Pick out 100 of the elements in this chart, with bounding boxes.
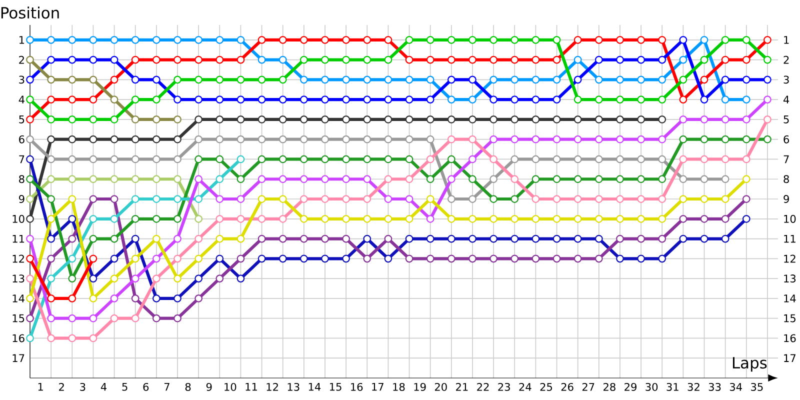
point [174, 234, 182, 243]
point [405, 234, 414, 243]
point [700, 135, 708, 144]
point [700, 116, 708, 124]
point [258, 36, 266, 44]
point [174, 96, 182, 104]
point [26, 274, 34, 282]
x-tick-label: 9 [206, 382, 212, 391]
point [426, 76, 434, 84]
point [468, 116, 476, 124]
point [679, 36, 688, 44]
point [152, 175, 160, 184]
x-tick-label: 34 [730, 382, 742, 391]
point [258, 155, 266, 164]
x-tick-label: 11 [246, 382, 257, 391]
point [363, 175, 372, 184]
point [216, 36, 224, 44]
point [574, 254, 582, 263]
point [532, 175, 540, 184]
point [68, 135, 76, 144]
point [490, 234, 498, 243]
point [174, 116, 182, 124]
point [47, 96, 56, 104]
point [321, 56, 329, 64]
point [426, 96, 434, 104]
point [468, 155, 476, 164]
point [468, 56, 476, 64]
point [574, 36, 582, 44]
x-tick-label: 29 [624, 382, 636, 391]
y2-tick-label: 11 [784, 234, 796, 243]
point [552, 56, 561, 64]
point [216, 234, 224, 243]
point [194, 214, 203, 223]
x-tick-label: 15 [330, 382, 342, 391]
point [258, 96, 266, 104]
point [68, 234, 76, 243]
point [616, 234, 624, 243]
point [574, 96, 582, 104]
point [721, 116, 730, 124]
point [68, 96, 76, 104]
point [510, 175, 519, 184]
point [574, 195, 582, 203]
point [510, 195, 519, 203]
point [637, 135, 645, 144]
point [278, 116, 287, 124]
point [300, 76, 308, 84]
point [300, 234, 308, 243]
point [68, 314, 76, 322]
y-tick-label: 6 [19, 135, 24, 144]
point [594, 195, 603, 203]
point [616, 116, 624, 124]
point [574, 56, 582, 64]
point [110, 135, 118, 144]
point [552, 254, 561, 263]
point [110, 96, 118, 104]
point [532, 254, 540, 263]
point [89, 314, 98, 322]
point [26, 254, 34, 263]
y2-tick-label: 7 [784, 155, 789, 164]
x-tick-label: 1 [38, 382, 43, 391]
point [426, 175, 434, 184]
point [194, 175, 203, 184]
x-tick-label: 26 [561, 382, 574, 391]
point [384, 175, 392, 184]
point [637, 234, 645, 243]
point [258, 175, 266, 184]
point [363, 76, 372, 84]
point [616, 175, 624, 184]
point [616, 155, 624, 164]
point [131, 175, 140, 184]
x-tick-label: 20 [434, 382, 447, 391]
point [236, 135, 245, 144]
point [47, 314, 56, 322]
point [194, 76, 203, 84]
point [342, 214, 350, 223]
point [110, 195, 118, 203]
point [510, 116, 519, 124]
point [468, 135, 476, 144]
point [174, 36, 182, 44]
x-tick-label: 35 [751, 382, 763, 391]
point [426, 254, 434, 263]
point [236, 274, 245, 282]
point [532, 36, 540, 44]
point [194, 274, 203, 282]
point [194, 155, 203, 164]
point [152, 76, 160, 84]
point [26, 214, 34, 223]
point [637, 155, 645, 164]
point [510, 155, 519, 164]
point [194, 234, 203, 243]
point [468, 96, 476, 104]
point [258, 214, 266, 223]
point [447, 214, 456, 223]
y2-tick-label: 6 [784, 135, 790, 144]
x-tick-label: 22 [477, 382, 489, 391]
point [278, 234, 287, 243]
x-tick-label: 16 [351, 382, 363, 391]
point [26, 135, 34, 144]
point [552, 195, 561, 203]
y2-tick-label: 10 [784, 214, 796, 223]
